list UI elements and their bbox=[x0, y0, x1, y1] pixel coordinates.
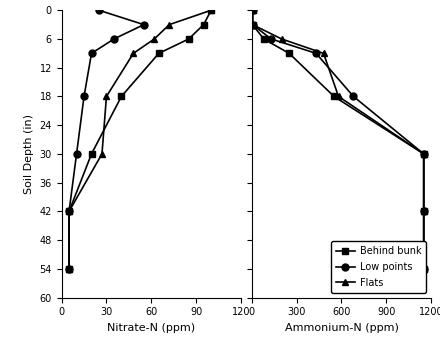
Flats bbox=[321, 51, 326, 55]
Y-axis label: Soil Depth (in): Soil Depth (in) bbox=[24, 114, 34, 194]
Behind bunk bbox=[66, 209, 72, 213]
Flats bbox=[152, 37, 157, 41]
Behind bunk bbox=[421, 152, 426, 156]
Low points bbox=[351, 94, 356, 98]
Behind bunk bbox=[89, 152, 94, 156]
Line: Low points: Low points bbox=[249, 7, 427, 272]
Low points bbox=[111, 37, 117, 41]
Behind bunk bbox=[261, 37, 266, 41]
Flats bbox=[209, 8, 214, 12]
Behind bunk bbox=[250, 8, 255, 12]
Behind bunk bbox=[119, 94, 124, 98]
Low points bbox=[313, 51, 319, 55]
Behind bunk bbox=[421, 209, 426, 213]
Flats bbox=[99, 152, 105, 156]
Low points bbox=[250, 8, 255, 12]
Low points bbox=[141, 23, 147, 27]
Line: Low points: Low points bbox=[66, 7, 147, 272]
Flats bbox=[131, 51, 136, 55]
Line: Flats: Flats bbox=[66, 7, 215, 272]
Flats bbox=[421, 267, 426, 271]
Flats bbox=[167, 23, 172, 27]
Flats bbox=[279, 37, 284, 41]
Line: Flats: Flats bbox=[249, 7, 427, 272]
Low points bbox=[421, 209, 426, 213]
Flats bbox=[66, 267, 72, 271]
Behind bunk bbox=[156, 51, 161, 55]
Behind bunk bbox=[421, 267, 426, 271]
Legend: Behind bunk, Low points, Flats: Behind bunk, Low points, Flats bbox=[331, 241, 426, 293]
Low points bbox=[74, 152, 79, 156]
Behind bunk bbox=[66, 267, 72, 271]
Flats bbox=[336, 94, 341, 98]
Line: Behind bunk: Behind bunk bbox=[66, 7, 215, 272]
Behind bunk bbox=[201, 23, 206, 27]
Flats bbox=[66, 209, 72, 213]
X-axis label: Ammonium-N (ppm): Ammonium-N (ppm) bbox=[285, 323, 399, 333]
Low points bbox=[81, 94, 87, 98]
Low points bbox=[421, 267, 426, 271]
Low points bbox=[250, 23, 255, 27]
Low points bbox=[96, 8, 102, 12]
Low points bbox=[66, 267, 72, 271]
Flats bbox=[421, 209, 426, 213]
Low points bbox=[268, 37, 274, 41]
Flats bbox=[250, 8, 255, 12]
Line: Behind bunk: Behind bunk bbox=[249, 7, 427, 272]
Behind bunk bbox=[186, 37, 191, 41]
Flats bbox=[250, 23, 255, 27]
Behind bunk bbox=[286, 51, 292, 55]
Behind bunk bbox=[250, 23, 255, 27]
Behind bunk bbox=[331, 94, 337, 98]
Flats bbox=[104, 94, 109, 98]
Low points bbox=[89, 51, 94, 55]
X-axis label: Nitrate-N (ppm): Nitrate-N (ppm) bbox=[107, 323, 195, 333]
Flats bbox=[421, 152, 426, 156]
Behind bunk bbox=[209, 8, 214, 12]
Low points bbox=[421, 152, 426, 156]
Low points bbox=[66, 209, 72, 213]
